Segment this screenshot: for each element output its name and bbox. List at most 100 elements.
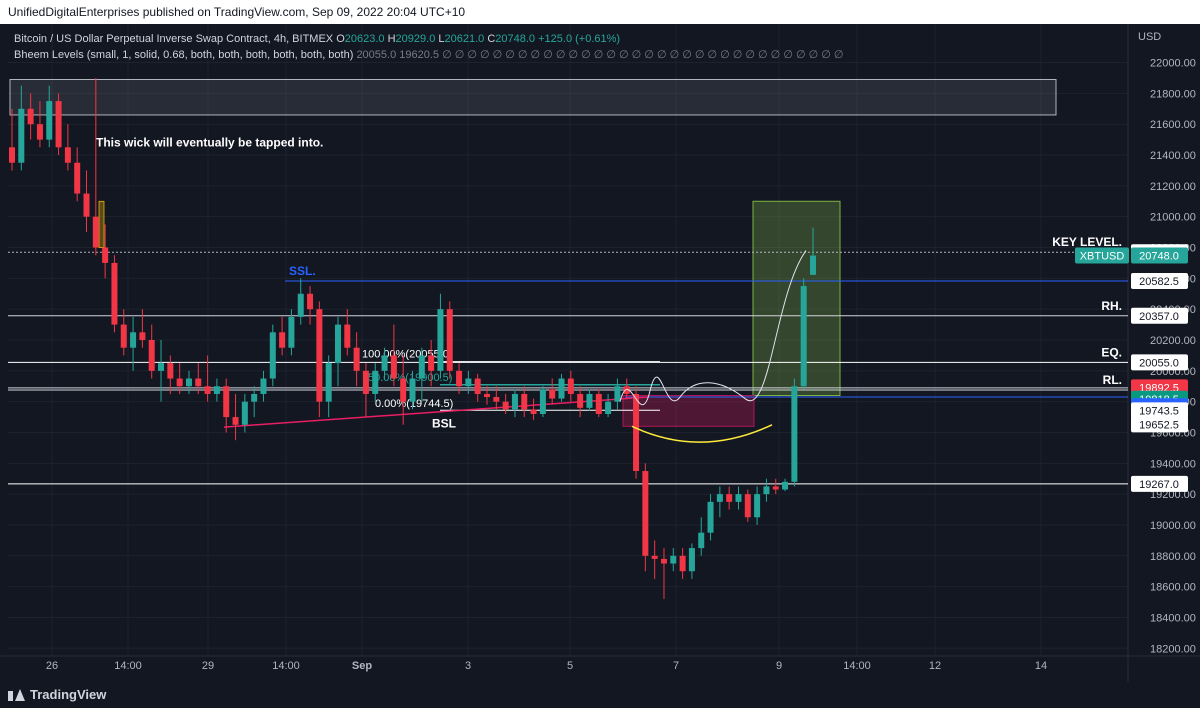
level-price-tag: 20357.0 xyxy=(1139,311,1179,323)
candle-down xyxy=(83,193,90,217)
candle-down xyxy=(148,340,155,371)
candle-down xyxy=(521,393,528,410)
candle-up xyxy=(418,355,425,379)
y-tick-label: 21400.00 xyxy=(1150,150,1196,162)
candle-down xyxy=(55,101,62,148)
y-tick-label: 18200.00 xyxy=(1150,643,1196,655)
candle-down xyxy=(530,409,537,414)
publisher-text: UnifiedDigitalEnterprises published on T… xyxy=(8,5,466,19)
price-chart[interactable]: 26 14:00 29 14:00 Sep 3 5 7 9 14:00 12 14 USD 18200.0… xyxy=(0,24,1200,682)
candle-up xyxy=(707,501,714,533)
candle-up xyxy=(558,378,565,399)
projected-path xyxy=(619,250,807,406)
candle-up xyxy=(260,378,267,394)
candle-down xyxy=(316,309,323,402)
candle-up xyxy=(763,486,770,495)
change-value: +125.0 (+0.61%) xyxy=(538,33,621,45)
footer-bar: TradingView xyxy=(0,682,1200,708)
candle-up xyxy=(409,378,416,402)
y-tick-label: 21600.00 xyxy=(1150,119,1196,131)
candle-up xyxy=(791,386,798,482)
candle-down xyxy=(400,378,407,402)
y-tick-label: 21800.00 xyxy=(1150,88,1196,100)
candle-down xyxy=(344,324,351,348)
candle-down xyxy=(651,555,658,559)
candle-down xyxy=(307,293,314,310)
y-tick-label: 18800.00 xyxy=(1150,551,1196,563)
candle-down xyxy=(493,397,500,402)
candle-up xyxy=(325,363,332,402)
candle-down xyxy=(64,147,71,163)
x-tick-label: 14 xyxy=(1035,660,1047,672)
symbol-title[interactable]: Bitcoin / US Dollar Perpetual Inverse Sw… xyxy=(14,33,334,45)
candle-up xyxy=(800,286,807,387)
open-label: O xyxy=(336,33,345,45)
x-tick-label: Sep xyxy=(352,660,372,672)
candle-up xyxy=(437,309,444,371)
indicator-legend-row: Bheem Levels (small, 1, solid, 0.68, bot… xyxy=(14,47,843,63)
level-price-tag-bg xyxy=(1131,475,1188,492)
candle-up xyxy=(372,370,379,394)
y-tick-label: 18600.00 xyxy=(1150,582,1196,594)
high-label: H xyxy=(387,33,396,45)
indicator-title[interactable]: Bheem Levels (small, 1, solid, 0.68, bot… xyxy=(14,49,354,61)
candle-down xyxy=(428,355,435,371)
candle-up xyxy=(130,332,137,348)
close-label: C xyxy=(487,33,496,45)
x-tick-label: 7 xyxy=(673,660,679,672)
level-price-tag-bg xyxy=(1131,354,1188,371)
candle-up xyxy=(185,378,192,387)
wick-note-label: This wick will eventually be tapped into… xyxy=(96,136,323,150)
y-tick-label: 21200.00 xyxy=(1150,181,1196,193)
candle-down xyxy=(27,108,34,125)
level-label-ssl: SSL. xyxy=(289,264,316,278)
price-tag: 19743.5 xyxy=(1139,405,1179,417)
indicator-value-1: 20055.0 xyxy=(356,49,397,61)
tradingview-logo[interactable]: TradingView xyxy=(8,687,106,702)
currency-label: USD xyxy=(1138,31,1161,43)
price-tag-bg xyxy=(1131,247,1188,264)
level-price-tag: 20582.5 xyxy=(1139,276,1179,288)
y-tick-label: 22000.00 xyxy=(1150,58,1196,70)
level-price-tag-bg xyxy=(1131,307,1188,324)
candle-down xyxy=(633,393,640,472)
candle-down xyxy=(167,363,174,379)
x-tick-label: 5 xyxy=(567,660,573,672)
candle-down xyxy=(176,378,183,387)
candle-up xyxy=(614,386,621,402)
price-tag: 19652.5 xyxy=(1139,419,1179,431)
candle-up xyxy=(465,378,472,387)
x-tick-label: 3 xyxy=(465,660,471,672)
candle-up xyxy=(158,363,165,371)
price-tag-bg xyxy=(1131,402,1188,419)
chart-legend: Bitcoin / US Dollar Perpetual Inverse Sw… xyxy=(14,31,843,63)
x-tick-label: 14:00 xyxy=(272,660,300,672)
candle-down xyxy=(353,347,360,371)
y-tick-label: 21000.00 xyxy=(1150,212,1196,224)
low-label: L xyxy=(438,33,445,45)
x-tick-label: 12 xyxy=(929,660,941,672)
candle-down xyxy=(623,386,630,394)
symbol-legend-row: Bitcoin / US Dollar Perpetual Inverse Sw… xyxy=(14,31,843,47)
candle-down xyxy=(446,309,453,371)
candle-down xyxy=(642,471,649,556)
candle-down xyxy=(502,401,509,410)
candle-down xyxy=(279,332,286,348)
candle-up xyxy=(670,555,677,564)
candle-up xyxy=(334,324,341,364)
y-tick-label: 19000.00 xyxy=(1150,520,1196,532)
y-tick-label: 20200.00 xyxy=(1150,335,1196,347)
low-value: 20621.0 xyxy=(444,33,485,45)
candle-up xyxy=(381,355,388,371)
x-tick-label: 9 xyxy=(776,660,782,672)
candle-up xyxy=(511,393,518,410)
candle-down xyxy=(456,370,463,387)
accumulation-arc xyxy=(631,424,773,443)
candle-up xyxy=(18,108,25,163)
candle-up xyxy=(698,532,705,549)
candle-down xyxy=(549,389,556,399)
candle-down xyxy=(74,162,81,194)
close-value: 20748.0 xyxy=(495,33,536,45)
tradingview-brand-text: TradingView xyxy=(30,687,107,702)
candle-down xyxy=(726,494,733,502)
